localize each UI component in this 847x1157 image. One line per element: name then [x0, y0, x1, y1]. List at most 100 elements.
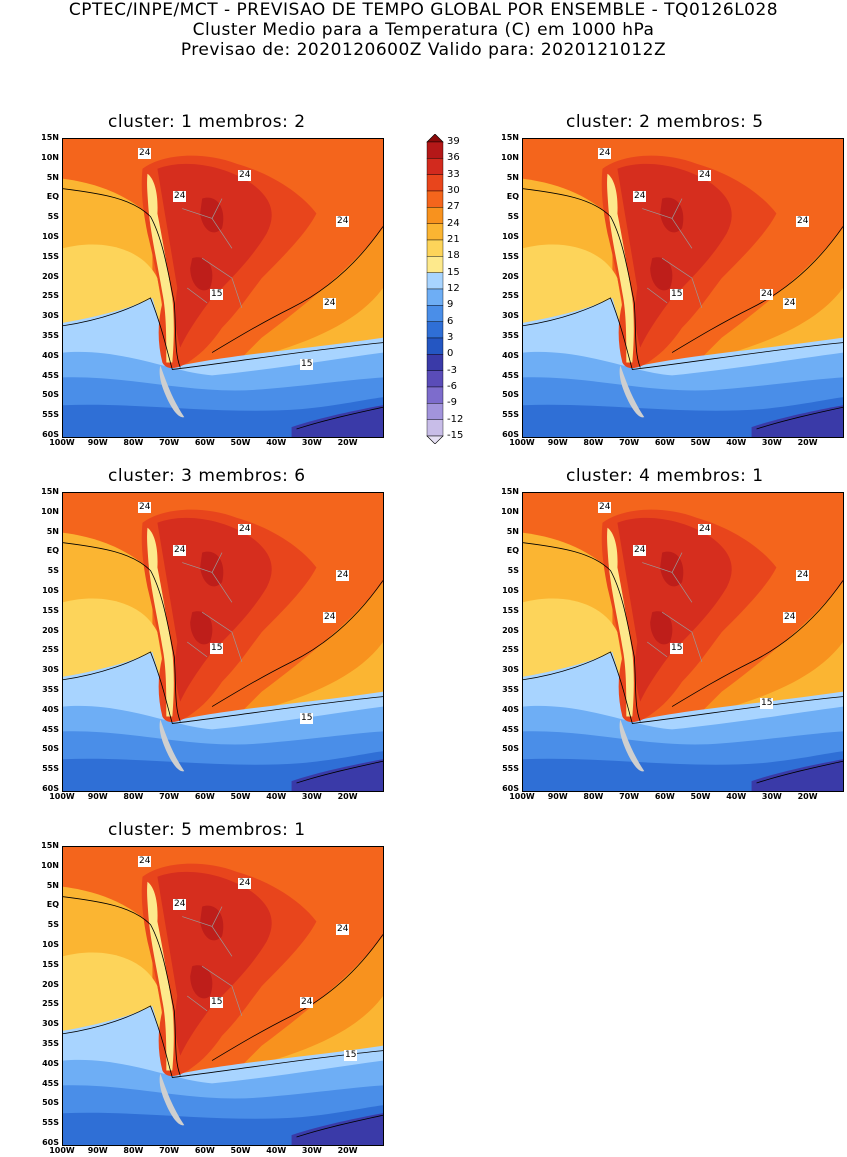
latitude-label: 5N	[46, 880, 59, 890]
colorbar-label: -15	[447, 430, 464, 441]
latitude-label: 5N	[46, 526, 59, 536]
longitude-label: 90W	[87, 792, 108, 801]
latitude-label: 55S	[502, 764, 519, 774]
forecast-times: Previsao de: 2020120600Z Valido para: 20…	[180, 40, 667, 60]
contour-label: 24	[760, 289, 774, 300]
longitude-label: 30W	[301, 438, 322, 447]
colorbar-label: 24	[447, 217, 460, 229]
latitude-label: 55S	[42, 1118, 59, 1128]
latitude-label: 5N	[506, 526, 519, 536]
colorbar-label: 9	[447, 299, 454, 311]
contour-label: 15	[300, 713, 314, 724]
longitude-label: 30W	[301, 1146, 322, 1155]
contour-label: 24	[138, 856, 152, 867]
latitude-label: 60S	[42, 1138, 59, 1147]
longitude-label: 100W	[49, 438, 75, 447]
longitude-label: 40W	[726, 438, 747, 447]
contour-label: 24	[138, 502, 152, 513]
colorbar-label: 21	[447, 234, 460, 245]
latitude-label: 50S	[42, 1098, 59, 1108]
longitude-label: 70W	[159, 438, 180, 447]
longitude-label: 100W	[49, 1146, 75, 1155]
latitude-label: 25S	[42, 291, 59, 301]
latitude-label: 15S	[502, 605, 519, 615]
longitude-label: 40W	[266, 792, 287, 801]
longitude-label: 60W	[194, 438, 215, 447]
longitude-label: 70W	[619, 438, 640, 447]
colorbar-scale	[426, 133, 444, 445]
latitude-label: 20S	[502, 271, 519, 281]
longitude-label: 80W	[123, 792, 144, 801]
longitude-label: 70W	[159, 1146, 180, 1155]
latitude-label: 10S	[502, 586, 519, 595]
longitude-label: 90W	[547, 438, 568, 447]
latitude-label: 40S	[502, 704, 519, 714]
longitude-label: 80W	[123, 1146, 144, 1155]
latitude-label: 10S	[42, 940, 59, 949]
latitude-label: 60S	[42, 784, 59, 793]
latitude-label: 5S	[507, 566, 519, 576]
latitude-label: 60S	[42, 430, 59, 439]
latitude-label: 35S	[42, 685, 59, 694]
latitude-label: 55S	[42, 764, 59, 774]
latitude-label: EQ	[506, 546, 519, 556]
colorbar-label: 6	[447, 315, 454, 327]
latitude-label: 55S	[502, 410, 519, 420]
latitude-label: 50S	[42, 390, 59, 400]
longitude-label: 40W	[266, 438, 287, 447]
latitude-label: 55S	[42, 410, 59, 420]
panel-title-1: cluster: 1 membros: 2	[108, 112, 306, 132]
contour-label: 24	[336, 216, 350, 227]
latitude-label: 45S	[502, 370, 519, 380]
colorbar-label: 39	[447, 136, 460, 147]
page-title: CPTEC/INPE/MCT - PREVISAO DE TEMPO GLOBA…	[68, 0, 779, 20]
latitude-label: 20S	[42, 979, 59, 989]
colorbar-label: 18	[447, 250, 460, 262]
colorbar-label: 15	[447, 266, 460, 278]
contour-label: 24	[173, 191, 187, 202]
latitude-label: EQ	[46, 546, 59, 556]
longitude-label: 90W	[87, 1146, 108, 1155]
latitude-label: 5N	[46, 172, 59, 182]
latitude-label: 15N	[501, 133, 519, 142]
latitude-label: 50S	[502, 390, 519, 400]
longitude-label: 90W	[87, 438, 108, 447]
latitude-label: 35S	[42, 1039, 59, 1048]
longitude-label: 40W	[266, 1146, 287, 1155]
latitude-label: 60S	[502, 784, 519, 793]
colorbar-label: 36	[447, 152, 460, 164]
longitude-label: 70W	[619, 792, 640, 801]
latitude-label: 40S	[42, 350, 59, 360]
contour-label: 15	[210, 997, 224, 1008]
latitude-label: 20S	[502, 625, 519, 635]
latitude-label: 10S	[42, 586, 59, 595]
latitude-label: 15N	[41, 487, 59, 496]
longitude-label: 20W	[337, 1146, 358, 1155]
temperature-map-4: 24 24 24 24 24 15 15	[522, 492, 844, 792]
latitude-label: 5S	[47, 212, 59, 222]
longitude-label: 80W	[583, 792, 604, 801]
contour-label: 15	[210, 289, 224, 300]
contour-label: 24	[323, 612, 337, 623]
panel-title-3: cluster: 3 membros: 6	[108, 466, 306, 486]
longitude-label: 20W	[797, 438, 818, 447]
longitude-label: 50W	[230, 438, 251, 447]
latitude-label: 10N	[501, 506, 519, 516]
temperature-map-1: 242424242415150	[62, 138, 384, 438]
colorbar-label: 33	[447, 168, 460, 180]
latitude-label: 5S	[507, 212, 519, 222]
contour-label: 24	[336, 570, 350, 581]
longitude-label: 60W	[194, 792, 215, 801]
latitude-label: 10N	[41, 506, 59, 516]
latitude-label: 25S	[502, 291, 519, 301]
latitude-label: 50S	[502, 744, 519, 754]
longitude-label: 40W	[726, 792, 747, 801]
latitude-label: 60S	[502, 430, 519, 439]
colorbar-label: -6	[447, 381, 457, 392]
longitude-label: 50W	[690, 792, 711, 801]
longitude-label: 60W	[194, 1146, 215, 1155]
temperature-map-5: 242424241524150	[62, 846, 384, 1146]
contour-label: 24	[796, 570, 810, 581]
latitude-label: 20S	[42, 271, 59, 281]
colorbar-label: -12	[447, 413, 464, 425]
